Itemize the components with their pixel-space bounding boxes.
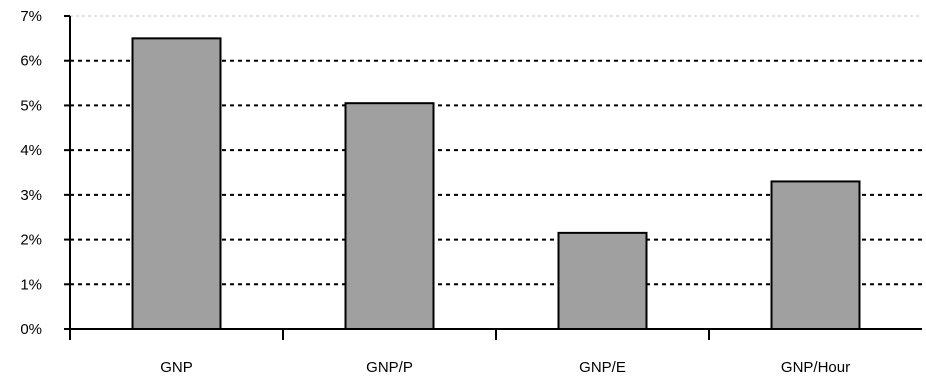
y-tick-label: 1%: [20, 276, 42, 293]
bar-gnp: [131, 37, 222, 330]
y-axis-ticks: 0% 1% 2% 3% 4% 5% 6% 7%: [20, 8, 70, 338]
y-tick-label: 4%: [20, 142, 42, 159]
x-category-label: GNP: [160, 359, 193, 376]
bar-gnp-e: [557, 231, 648, 330]
grid-lines: [70, 15, 922, 286]
x-category-label: GNP/E: [579, 359, 626, 376]
y-tick-label: 6%: [20, 53, 42, 70]
bars: [131, 37, 861, 330]
x-category-label: GNP/Hour: [781, 359, 850, 376]
bar-gnp-hour: [770, 180, 861, 330]
x-category-label: GNP/P: [366, 359, 413, 376]
y-tick-label: 7%: [20, 8, 42, 25]
y-tick-label: 5%: [20, 97, 42, 114]
x-axis-labels: GNP GNP/P GNP/E GNP/Hour: [160, 359, 850, 376]
y-tick-label: 0%: [20, 321, 42, 338]
bar-gnp-p: [344, 102, 435, 330]
axes: [69, 16, 922, 340]
y-tick-label: 3%: [20, 187, 42, 204]
y-tick-label: 2%: [20, 232, 42, 249]
